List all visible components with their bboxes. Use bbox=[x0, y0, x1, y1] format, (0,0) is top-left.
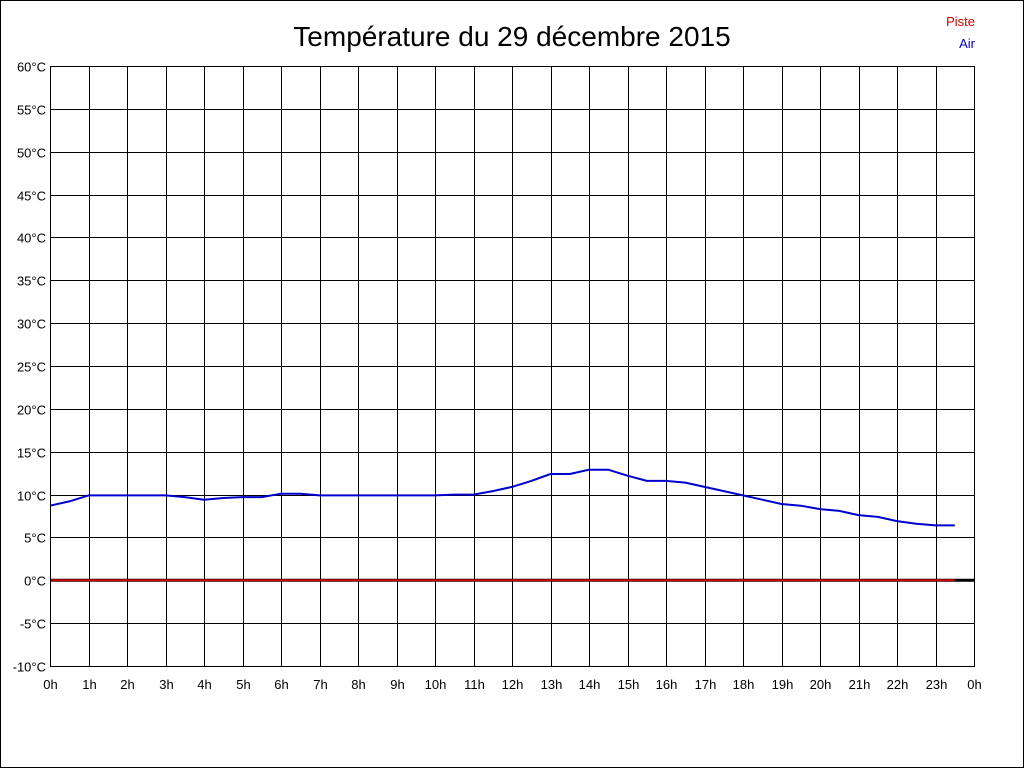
y-tick-label: 30°C bbox=[17, 317, 46, 332]
x-tick-label: 10h bbox=[425, 677, 447, 692]
y-tick-label: 5°C bbox=[24, 531, 46, 546]
y-tick-label: -10°C bbox=[13, 660, 46, 675]
x-axis-ticks: 0h 1h 2h 3h 4h 5h 6h 7h 8h 9h 10h 11h 12h 13h 14h 15h 16… bbox=[43, 677, 981, 692]
x-tick-label: 16h bbox=[656, 677, 678, 692]
x-tick-label: 15h bbox=[618, 677, 640, 692]
y-tick-label: 0°C bbox=[24, 574, 46, 589]
x-tick-label: 14h bbox=[579, 677, 601, 692]
y-tick-label: -5°C bbox=[20, 617, 46, 632]
y-tick-label: 45°C bbox=[17, 189, 46, 204]
x-tick-label: 2h bbox=[120, 677, 134, 692]
legend-entry-piste: Piste bbox=[946, 14, 975, 29]
x-tick-label: 11h bbox=[464, 677, 485, 692]
x-tick-label: 21h bbox=[849, 677, 871, 692]
x-tick-label: 9h bbox=[390, 677, 404, 692]
x-tick-label: 0h bbox=[967, 677, 981, 692]
y-axis-ticks: 60°C 55°C 50°C 45°C 40°C 35°C 30°C 25°C 20°C 15°C… bbox=[13, 60, 46, 675]
x-tick-label: 6h bbox=[274, 677, 288, 692]
y-tick-label: 10°C bbox=[17, 489, 46, 504]
x-tick-label: 4h bbox=[197, 677, 211, 692]
series-lines bbox=[49, 468, 955, 582]
y-tick-label: 20°C bbox=[17, 403, 46, 418]
x-tick-label: 19h bbox=[772, 677, 794, 692]
series-line-air bbox=[49, 468, 955, 527]
x-tick-label: 7h bbox=[313, 677, 327, 692]
x-tick-label: 23h bbox=[926, 677, 948, 692]
x-tick-label: 22h bbox=[887, 677, 909, 692]
x-tick-label: 8h bbox=[351, 677, 365, 692]
y-tick-label: 15°C bbox=[17, 446, 46, 461]
x-tick-label: 17h bbox=[695, 677, 717, 692]
y-tick-label: 40°C bbox=[17, 231, 46, 246]
y-tick-label: 35°C bbox=[17, 274, 46, 289]
y-tick-label: 55°C bbox=[17, 103, 46, 118]
y-tick-label: 25°C bbox=[17, 360, 46, 375]
x-tick-label: 18h bbox=[733, 677, 755, 692]
legend: Piste Air bbox=[946, 14, 976, 51]
x-tick-label: 20h bbox=[810, 677, 832, 692]
x-tick-label: 1h bbox=[82, 677, 96, 692]
x-tick-label: 5h bbox=[236, 677, 250, 692]
y-tick-label: 50°C bbox=[17, 146, 46, 161]
x-tick-label: 13h bbox=[541, 677, 563, 692]
grid bbox=[50, 66, 974, 666]
x-tick-label: 3h bbox=[159, 677, 173, 692]
legend-entry-air: Air bbox=[959, 36, 976, 51]
plot-area-border bbox=[50, 66, 975, 667]
x-tick-label: 0h bbox=[43, 677, 57, 692]
y-tick-label: 60°C bbox=[17, 60, 46, 75]
chart-title: Température du 29 décembre 2015 bbox=[293, 21, 730, 52]
x-tick-label: 12h bbox=[502, 677, 524, 692]
